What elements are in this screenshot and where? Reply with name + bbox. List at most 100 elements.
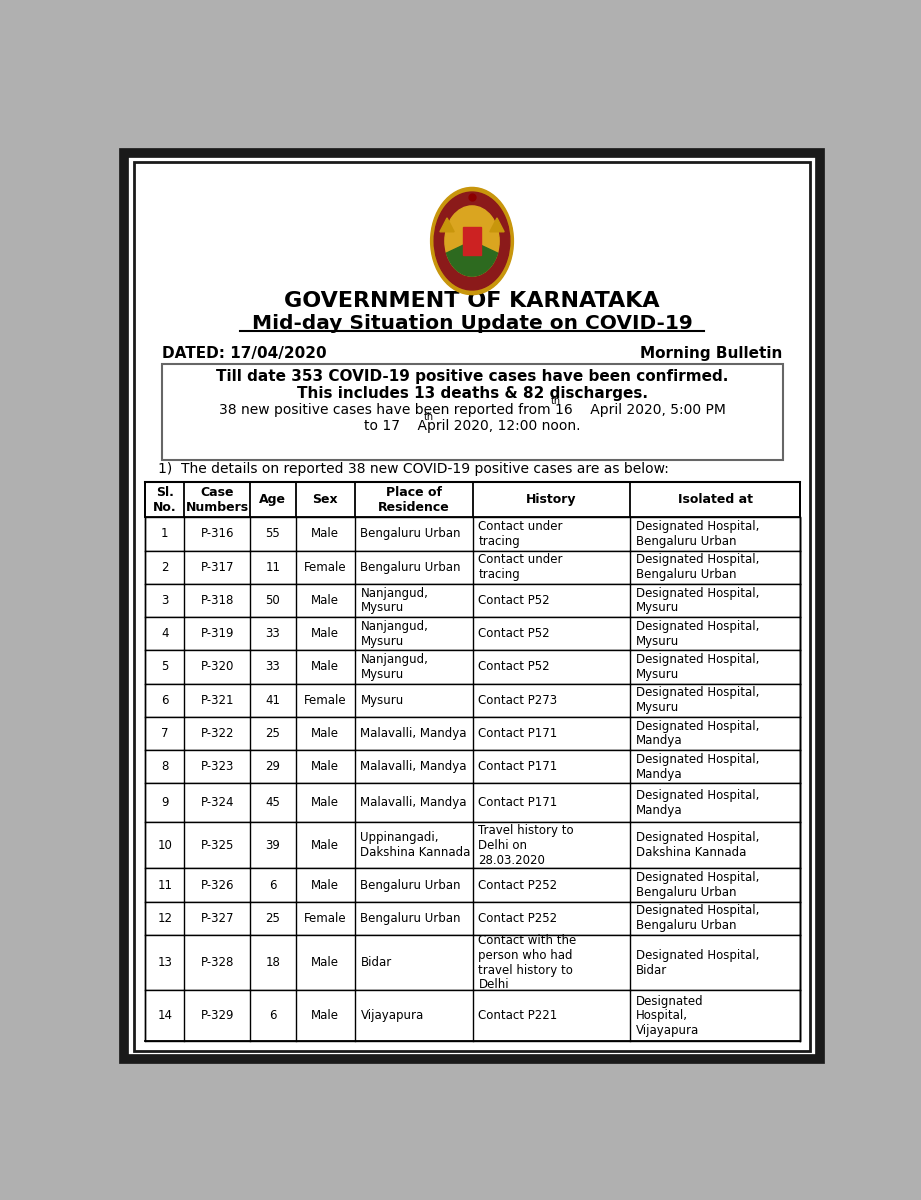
Text: 1)  The details on reported 38 new COVID-19 positive cases are as below:: 1) The details on reported 38 new COVID-… <box>158 462 669 476</box>
Text: Female: Female <box>304 912 346 925</box>
Text: 33: 33 <box>265 660 280 673</box>
Text: Delhi on: Delhi on <box>478 839 528 852</box>
Bar <box>161 364 783 460</box>
Text: 41: 41 <box>265 694 280 707</box>
Text: 10: 10 <box>157 839 172 852</box>
Bar <box>146 935 800 990</box>
Text: Malavalli, Mandya: Malavalli, Mandya <box>360 727 467 740</box>
Bar <box>146 517 800 551</box>
Text: Isolated at: Isolated at <box>678 493 752 506</box>
Bar <box>146 990 800 1042</box>
Text: Contact P171: Contact P171 <box>478 761 558 773</box>
Bar <box>146 869 800 901</box>
Text: Contact P252: Contact P252 <box>478 878 557 892</box>
Bar <box>146 716 800 750</box>
Text: Mysuru: Mysuru <box>360 668 403 680</box>
Text: tracing: tracing <box>478 535 520 548</box>
Text: P-316: P-316 <box>201 528 234 540</box>
Text: 13: 13 <box>157 956 172 970</box>
Text: Mysuru: Mysuru <box>635 601 679 614</box>
Text: 6: 6 <box>269 1009 276 1022</box>
Text: Nanjangud,: Nanjangud, <box>360 620 428 632</box>
Bar <box>146 617 800 650</box>
Text: Designated: Designated <box>635 995 704 1008</box>
Text: Male: Male <box>311 660 339 673</box>
Text: Hospital,: Hospital, <box>635 1009 688 1022</box>
Text: Contact P52: Contact P52 <box>478 594 550 607</box>
Text: Vijayapura: Vijayapura <box>635 1024 699 1037</box>
Bar <box>146 684 800 716</box>
Text: Contact P52: Contact P52 <box>478 660 550 673</box>
Text: 14: 14 <box>157 1009 172 1022</box>
Text: Mid-day Situation Update on COVID-19: Mid-day Situation Update on COVID-19 <box>251 313 693 332</box>
Text: P-322: P-322 <box>201 727 234 740</box>
Text: Contact P52: Contact P52 <box>478 628 550 641</box>
Text: travel history to: travel history to <box>478 964 573 977</box>
Text: Mysuru: Mysuru <box>360 694 403 707</box>
Text: Male: Male <box>311 839 339 852</box>
Text: P-326: P-326 <box>201 878 234 892</box>
Text: 25: 25 <box>265 912 280 925</box>
Text: 4: 4 <box>161 628 169 641</box>
Text: 6: 6 <box>269 878 276 892</box>
Text: This includes 13 deaths & 82 discharges.: This includes 13 deaths & 82 discharges. <box>297 386 647 401</box>
Text: Dakshina Kannada: Dakshina Kannada <box>360 846 471 859</box>
Text: Travel history to: Travel history to <box>478 824 574 838</box>
Text: Malavalli, Mandya: Malavalli, Mandya <box>360 797 467 809</box>
Text: Contact P171: Contact P171 <box>478 797 558 809</box>
Text: 8: 8 <box>161 761 169 773</box>
Text: 45: 45 <box>265 797 280 809</box>
Bar <box>146 551 800 584</box>
Text: Age: Age <box>260 493 286 506</box>
Text: th: th <box>551 396 561 406</box>
Text: 5: 5 <box>161 660 169 673</box>
Text: Bengaluru Urban: Bengaluru Urban <box>635 535 736 548</box>
Text: Mysuru: Mysuru <box>635 635 679 648</box>
Text: Bidar: Bidar <box>635 964 667 977</box>
Text: Sex: Sex <box>312 493 338 506</box>
Text: DATED: 17/04/2020: DATED: 17/04/2020 <box>161 347 326 361</box>
Text: Mysuru: Mysuru <box>635 668 679 680</box>
Text: 33: 33 <box>265 628 280 641</box>
Text: Contact P171: Contact P171 <box>478 727 558 740</box>
Text: Mysuru: Mysuru <box>635 701 679 714</box>
Text: Male: Male <box>311 797 339 809</box>
Text: 39: 39 <box>265 839 280 852</box>
Polygon shape <box>440 218 454 232</box>
Text: Contact under: Contact under <box>478 553 563 566</box>
Text: Female: Female <box>304 694 346 707</box>
Text: 28.03.2020: 28.03.2020 <box>478 853 545 866</box>
Text: tracing: tracing <box>478 568 520 581</box>
Text: Mandya: Mandya <box>635 734 682 748</box>
Text: Bengaluru Urban: Bengaluru Urban <box>360 560 461 574</box>
Text: Mysuru: Mysuru <box>360 635 403 648</box>
Bar <box>146 784 800 822</box>
Text: Designated Hospital,: Designated Hospital, <box>635 520 759 533</box>
Text: Designated Hospital,: Designated Hospital, <box>635 653 759 666</box>
Text: 1: 1 <box>161 528 169 540</box>
Text: Dakshina Kannada: Dakshina Kannada <box>635 846 746 859</box>
Text: P-327: P-327 <box>201 912 234 925</box>
Text: P-321: P-321 <box>201 694 234 707</box>
Text: Male: Male <box>311 878 339 892</box>
Text: Designated Hospital,: Designated Hospital, <box>635 686 759 700</box>
Text: Male: Male <box>311 727 339 740</box>
Text: GOVERNMENT OF KARNATAKA: GOVERNMENT OF KARNATAKA <box>285 292 659 311</box>
Text: Designated Hospital,: Designated Hospital, <box>635 949 759 961</box>
Text: 25: 25 <box>265 727 280 740</box>
Text: Bengaluru Urban: Bengaluru Urban <box>360 878 461 892</box>
Text: P-317: P-317 <box>201 560 234 574</box>
Text: 11: 11 <box>157 878 172 892</box>
Bar <box>463 227 481 254</box>
Text: 6: 6 <box>161 694 169 707</box>
Text: Male: Male <box>311 628 339 641</box>
Text: Male: Male <box>311 528 339 540</box>
Text: Designated Hospital,: Designated Hospital, <box>635 587 759 600</box>
Text: 29: 29 <box>265 761 280 773</box>
Text: Male: Male <box>311 594 339 607</box>
Text: Nanjangud,: Nanjangud, <box>360 587 428 600</box>
Text: Sl.
No.: Sl. No. <box>153 486 177 514</box>
Circle shape <box>445 206 499 276</box>
Text: Designated Hospital,: Designated Hospital, <box>635 832 759 845</box>
Text: Contact with the: Contact with the <box>478 934 577 947</box>
